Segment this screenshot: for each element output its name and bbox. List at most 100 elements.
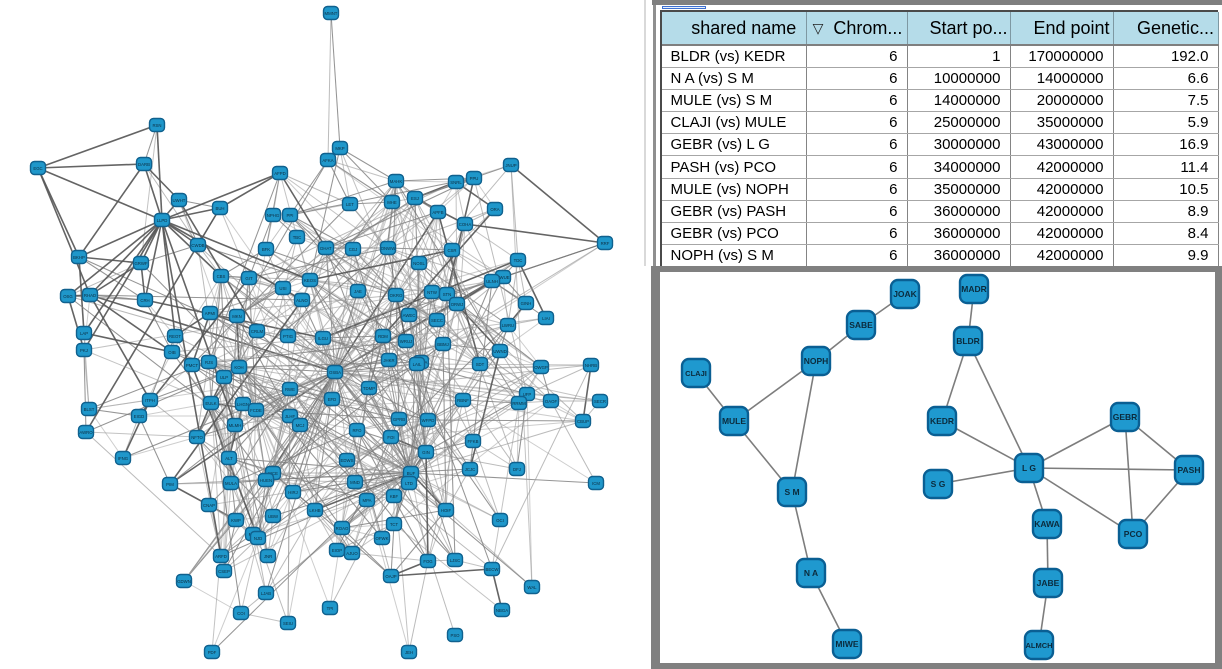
- svg-text:SECC: SECC: [431, 318, 443, 323]
- svg-text:JHKR: JHKR: [383, 358, 394, 363]
- svg-text:OWGP: OWGP: [534, 365, 548, 370]
- svg-text:JAE: JAE: [354, 289, 362, 294]
- svg-text:LJAB: LJAB: [261, 591, 271, 596]
- svg-text:PPU: PPU: [470, 176, 479, 181]
- svg-text:MULE: MULE: [722, 416, 746, 426]
- svg-text:S G: S G: [931, 479, 946, 489]
- svg-text:OCI: OCI: [496, 518, 504, 523]
- svg-text:LTD: LTD: [405, 481, 413, 486]
- svg-text:GINH: GINH: [521, 301, 532, 306]
- svg-text:JABE: JABE: [1037, 578, 1060, 588]
- svg-text:PCO: PCO: [1124, 529, 1143, 539]
- svg-text:BLDR: BLDR: [956, 336, 980, 346]
- svg-text:ULNH: ULNH: [486, 279, 498, 284]
- svg-text:ICM: ICM: [592, 481, 600, 486]
- svg-text:MCJ: MCJ: [296, 423, 305, 428]
- svg-text:ARFD: ARFD: [215, 554, 227, 559]
- svg-text:RRF: RRF: [601, 241, 610, 246]
- svg-text:SNRL: SNRL: [450, 180, 462, 185]
- svg-text:TDMP: TDMP: [363, 386, 375, 391]
- svg-text:GRWF: GRWF: [134, 261, 147, 266]
- svg-text:KWP: KWP: [231, 518, 241, 523]
- svg-text:REOT: REOT: [169, 334, 181, 339]
- svg-text:S M: S M: [784, 487, 799, 497]
- svg-text:EIGD: EIGD: [134, 414, 145, 419]
- svg-text:CSR: CSR: [447, 248, 456, 253]
- svg-text:JLHF: JLHF: [285, 414, 296, 419]
- svg-text:ORA: ORA: [490, 207, 499, 212]
- svg-text:MAHK: MAHK: [390, 179, 403, 184]
- svg-text:CBUP: CBUP: [577, 419, 589, 424]
- svg-text:NTW: NTW: [427, 290, 438, 295]
- svg-text:NPHG: NPHG: [267, 213, 280, 218]
- svg-text:CLAJI: CLAJI: [685, 369, 707, 378]
- svg-text:MND: MND: [350, 480, 360, 485]
- svg-text:MMNT: MMNT: [325, 11, 338, 16]
- svg-text:ALT: ALT: [225, 456, 233, 461]
- svg-text:PASH: PASH: [1178, 465, 1201, 475]
- svg-text:TCT: TCT: [390, 522, 399, 527]
- svg-text:GEBR: GEBR: [1113, 412, 1138, 422]
- svg-text:FCDE: FCDE: [250, 408, 262, 413]
- svg-text:FOG: FOG: [423, 559, 433, 564]
- svg-text:GIN: GIN: [422, 450, 430, 455]
- svg-text:APMI: APMI: [205, 311, 216, 316]
- svg-text:ILGU: ILGU: [318, 336, 328, 341]
- svg-text:OSG: OSG: [63, 294, 73, 299]
- svg-text:BUF: BUF: [407, 471, 416, 476]
- svg-text:DHAT: DHAT: [320, 246, 332, 251]
- svg-text:JNR: JNR: [264, 554, 272, 559]
- svg-text:OAOF: OAOF: [545, 399, 558, 404]
- svg-text:ULP: ULP: [220, 375, 228, 380]
- svg-text:MIWE: MIWE: [835, 639, 858, 649]
- svg-text:EDWS: EDWS: [341, 458, 354, 463]
- svg-text:RRMM: RRMM: [512, 401, 526, 406]
- svg-text:CBS: CBS: [217, 274, 226, 279]
- svg-text:CRLM: CRLM: [251, 329, 264, 334]
- svg-text:GPRB: GPRB: [393, 417, 405, 422]
- svg-text:SECR: SECR: [594, 399, 606, 404]
- svg-text:N A: N A: [804, 568, 818, 578]
- svg-text:CSEP: CSEP: [218, 569, 230, 574]
- svg-text:L G: L G: [1022, 463, 1036, 473]
- svg-text:GIT: GIT: [245, 276, 253, 281]
- svg-text:GDWN: GDWN: [177, 579, 191, 584]
- svg-text:LET: LET: [346, 202, 354, 207]
- svg-text:DARB: DARB: [138, 162, 150, 167]
- svg-text:NJD: NJD: [254, 536, 262, 541]
- svg-text:BFK: BFK: [262, 247, 270, 252]
- svg-text:PKJ: PKJ: [80, 348, 88, 353]
- svg-text:PPI: PPI: [287, 213, 294, 218]
- svg-text:EFD: EFD: [328, 397, 337, 402]
- svg-text:PDF: PDF: [208, 650, 217, 655]
- svg-text:AFKA: AFKA: [322, 158, 333, 163]
- svg-text:HWUE: HWUE: [496, 275, 509, 280]
- svg-text:WAL: WAL: [527, 585, 537, 590]
- svg-text:LLPD: LLPD: [157, 218, 168, 223]
- svg-text:CWDB: CWDB: [191, 243, 204, 248]
- svg-text:AWRO: AWRO: [79, 430, 93, 435]
- svg-text:LIAI: LIAI: [542, 316, 550, 321]
- svg-text:MKN: MKN: [232, 314, 242, 319]
- svg-text:IFNG: IFNG: [118, 456, 129, 461]
- svg-text:AJUO: AJUO: [346, 551, 358, 556]
- svg-text:BLST: BLST: [84, 407, 95, 412]
- svg-text:BECW: BECW: [486, 567, 500, 572]
- svg-text:MHE: MHE: [387, 200, 397, 205]
- svg-text:KOH: KOH: [234, 365, 243, 370]
- svg-text:SEIU: SEIU: [283, 621, 293, 626]
- svg-text:UFP: UFP: [523, 392, 532, 397]
- svg-text:UWHT: UWHT: [173, 198, 186, 203]
- svg-text:BBMJ: BBMJ: [437, 342, 448, 347]
- svg-text:JNUP: JNUP: [505, 163, 516, 168]
- svg-text:WFPD: WFPD: [422, 418, 435, 423]
- svg-text:NHRB: NHRB: [585, 363, 597, 368]
- svg-text:ESJ: ESJ: [411, 196, 419, 201]
- svg-text:UBW: UBW: [268, 514, 279, 519]
- svg-text:PIM: PIM: [166, 482, 174, 487]
- svg-text:LAP: LAP: [80, 331, 88, 336]
- svg-text:LJSC: LJSC: [450, 558, 461, 563]
- svg-text:NOPH: NOPH: [804, 356, 829, 366]
- svg-text:TPI: TPI: [327, 606, 334, 611]
- svg-text:FFKB: FFKB: [468, 439, 479, 444]
